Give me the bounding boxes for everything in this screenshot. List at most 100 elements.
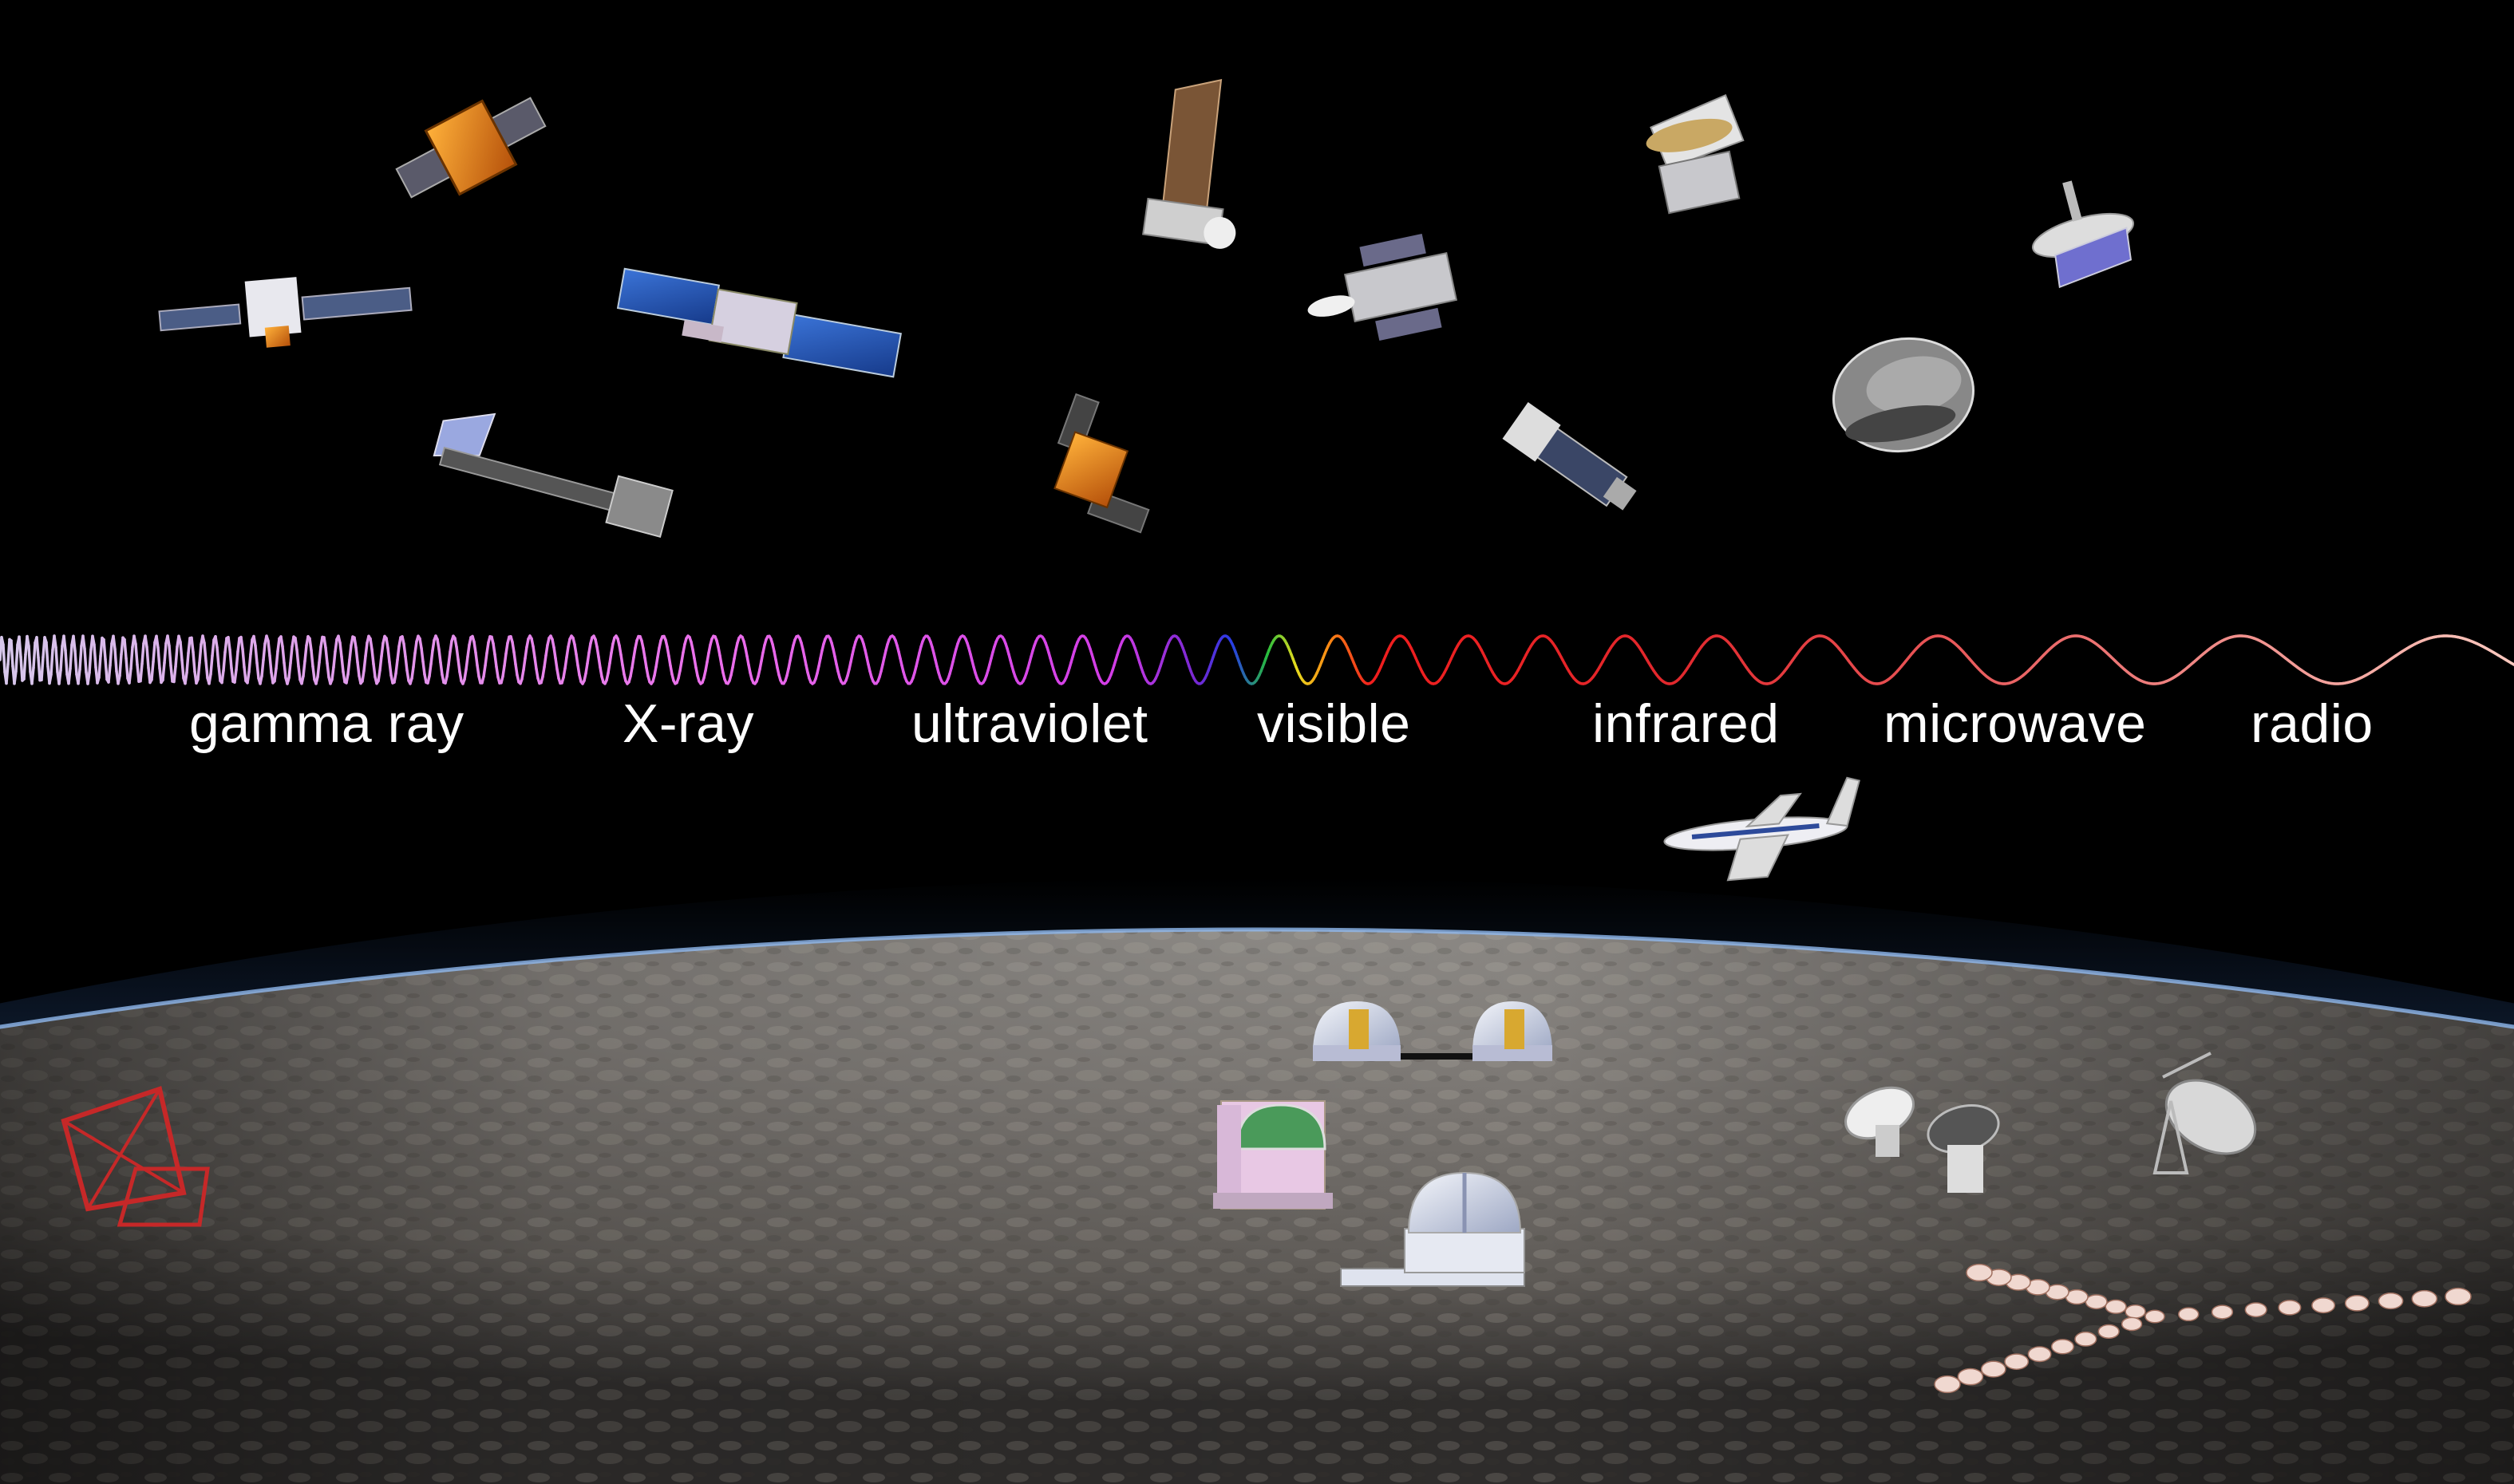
wave-segment (303, 644, 308, 663)
wave-segment (54, 645, 59, 674)
wave-segment (385, 637, 389, 649)
observatory-large-dome (1340, 1171, 1525, 1287)
wave-segment (267, 639, 271, 657)
wave-segment (678, 660, 683, 673)
wave-segment (437, 647, 442, 665)
satellite-hubble (1307, 233, 1458, 341)
band-label-microwave: microwave (1884, 693, 2147, 754)
band-label-x-ray: X-ray (623, 693, 754, 754)
wave-segment (13, 669, 18, 685)
satellite-galex (1053, 393, 1150, 534)
wave-segment (436, 637, 441, 651)
vla-dish (2278, 1300, 2302, 1316)
wave-segment (322, 636, 327, 649)
wave-segment (190, 636, 195, 654)
wave-segment (330, 665, 335, 681)
wave-segment (291, 635, 295, 649)
wave-segment (484, 651, 488, 668)
band-label-visible: visible (1257, 693, 1411, 754)
wave-segment (102, 637, 107, 661)
wave-segment (405, 669, 410, 682)
wave-segment (198, 642, 203, 665)
wave-segment (40, 655, 45, 682)
wave-segment (10, 639, 14, 668)
wave-segment (704, 661, 709, 673)
wave-segment (447, 650, 452, 667)
telescope-alma-dishes (1844, 1086, 2000, 1193)
wave-segment (252, 634, 257, 648)
wave-segment (319, 635, 324, 649)
wave-segment (5, 662, 10, 685)
wave-segment (222, 650, 227, 673)
wave-segment (758, 659, 763, 671)
wave-segment (233, 668, 238, 684)
wave-segment (203, 641, 208, 662)
wave-segment (109, 641, 113, 667)
wave-segment (394, 658, 399, 675)
wave-segment (72, 634, 77, 653)
wave-segment (204, 659, 209, 680)
wave-segment (431, 638, 436, 653)
telescope-hess (61, 1086, 210, 1227)
wave-segment (112, 634, 117, 651)
band-label-infrared: infrared (1592, 693, 1780, 754)
wave-segment (476, 664, 480, 678)
wave-segment (163, 641, 168, 665)
wave-segment (243, 665, 247, 683)
wave-segment (77, 668, 81, 685)
vla-dish (2411, 1289, 2438, 1308)
wave-segment (18, 635, 22, 659)
wave-segment (196, 661, 201, 681)
wave-segment (88, 648, 93, 674)
vla-dish (2244, 1302, 2267, 1318)
wave-segment (563, 656, 568, 670)
wave-segment (386, 646, 391, 664)
band-label-gamma-ray: gamma ray (189, 693, 464, 754)
wave-segment (669, 664, 674, 676)
wave-segment (630, 656, 635, 669)
satellite-spitzer (1502, 402, 1637, 511)
wave-segment (174, 645, 179, 669)
wave-segment (155, 634, 160, 649)
wave-segment (691, 648, 696, 660)
wave-segment (463, 668, 468, 681)
wave-segment (123, 637, 128, 660)
wave-segment (260, 658, 265, 678)
wave-segment (356, 661, 361, 678)
wave-segment (158, 666, 163, 685)
wave-segment (544, 643, 549, 657)
wave-segment (262, 641, 267, 661)
wave-segment (239, 635, 244, 651)
wave-segment (166, 634, 171, 648)
wave-segment (6, 637, 11, 666)
wave-segment (552, 645, 557, 660)
wave-segment (503, 652, 508, 668)
wave-segment (128, 667, 132, 685)
wave-segment (83, 647, 88, 674)
wave-segment (161, 661, 166, 682)
wave-segment (504, 641, 509, 656)
wave-segment (643, 656, 648, 669)
wave-segment (404, 655, 409, 673)
wave-segment (629, 666, 634, 678)
wave-segment (308, 637, 313, 652)
satellite-planck (1832, 337, 1975, 453)
wave-segment (439, 661, 444, 677)
wave-segment (393, 672, 397, 684)
wave-segment (554, 657, 559, 671)
wave-segment (86, 671, 91, 685)
satellite-fermi (158, 277, 413, 348)
wave-segment (318, 645, 322, 665)
wave-segment (412, 651, 417, 669)
wave-segment (369, 637, 374, 651)
wave-segment (281, 645, 286, 665)
vla-dish (2004, 1353, 2030, 1370)
wave-segment (254, 644, 259, 665)
satellite-gold-top (395, 97, 547, 199)
wave-segment (717, 645, 721, 657)
observatory-green-dome (1213, 1100, 1333, 1210)
satellite-nustar (433, 412, 674, 539)
wave-segment (362, 654, 367, 673)
wave-segment (147, 666, 152, 685)
wave-segment (136, 663, 140, 683)
